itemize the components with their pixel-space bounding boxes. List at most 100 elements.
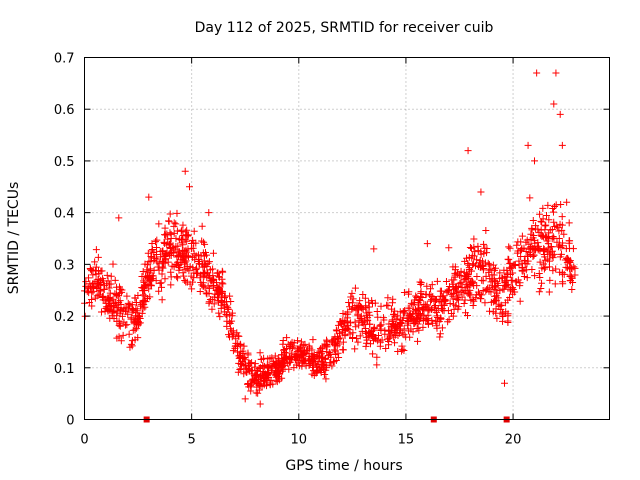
data-point <box>464 259 472 267</box>
data-point <box>89 282 97 290</box>
data-point <box>543 233 551 241</box>
data-point <box>428 281 436 289</box>
data-point <box>153 236 161 244</box>
data-point <box>470 260 478 268</box>
data-point <box>536 273 544 281</box>
data-point <box>354 312 362 320</box>
data-point <box>549 254 557 262</box>
data-point <box>373 308 381 316</box>
data-point <box>454 283 462 291</box>
data-point <box>491 283 499 291</box>
data-point <box>438 305 446 313</box>
data-point <box>407 325 415 333</box>
data-point <box>130 320 138 328</box>
data-point <box>400 309 408 317</box>
data-point <box>374 337 382 345</box>
data-point <box>251 363 259 371</box>
data-point <box>95 280 103 288</box>
data-point <box>505 243 513 251</box>
data-point <box>463 254 471 262</box>
data-point <box>190 227 198 235</box>
data-point <box>147 277 155 285</box>
data-point <box>254 375 262 383</box>
data-point <box>141 260 149 268</box>
data-point <box>406 310 414 318</box>
data-point <box>365 298 373 306</box>
data-point <box>490 297 498 305</box>
data-point <box>103 271 111 279</box>
data-point <box>500 266 508 274</box>
data-point <box>467 296 475 304</box>
data-point <box>400 288 408 296</box>
data-point <box>531 272 539 280</box>
data-point <box>277 367 285 375</box>
data-point <box>384 302 392 310</box>
data-point <box>184 232 192 240</box>
data-point <box>541 256 549 264</box>
data-point <box>290 364 298 372</box>
data-point <box>344 308 352 316</box>
data-point <box>139 267 147 275</box>
data-point <box>464 147 472 155</box>
data-point <box>373 361 381 369</box>
data-point <box>329 358 337 366</box>
data-point <box>285 365 293 373</box>
data-point <box>274 355 282 363</box>
data-point <box>486 307 494 315</box>
data-point <box>269 380 277 388</box>
data-point <box>437 292 445 300</box>
data-point <box>506 244 514 252</box>
data-point <box>286 343 294 351</box>
data-point <box>235 359 243 367</box>
data-point <box>168 262 176 270</box>
data-point <box>492 292 500 300</box>
data-point <box>321 355 329 363</box>
data-point <box>517 253 525 261</box>
data-point <box>205 209 213 217</box>
data-point <box>535 288 543 296</box>
data-point <box>218 288 226 296</box>
data-point <box>326 359 334 367</box>
data-point <box>228 333 236 341</box>
data-point <box>247 387 255 395</box>
data-point <box>190 250 198 258</box>
data-point <box>241 395 249 403</box>
data-point <box>391 339 399 347</box>
data-point <box>501 279 509 287</box>
data-point <box>399 307 407 315</box>
data-point <box>341 325 349 333</box>
data-point <box>161 275 169 283</box>
data-point <box>197 271 205 279</box>
data-point <box>530 232 538 240</box>
data-point <box>361 294 369 302</box>
data-point <box>183 237 191 245</box>
y-tick-label: 0 <box>66 414 74 429</box>
data-point <box>234 332 242 340</box>
data-point <box>560 270 568 278</box>
data-point <box>125 330 133 338</box>
data-point <box>123 292 131 300</box>
data-point <box>470 235 478 243</box>
data-point <box>379 314 387 322</box>
data-point <box>275 360 283 368</box>
data-point <box>566 277 574 285</box>
data-point <box>558 141 566 149</box>
data-point <box>472 291 480 299</box>
data-point <box>456 279 464 287</box>
data-point <box>477 248 485 256</box>
data-point <box>520 273 528 281</box>
data-point <box>514 276 522 284</box>
data-point <box>282 349 290 357</box>
y-tick-label: 0.1 <box>54 362 75 377</box>
data-point <box>423 240 431 248</box>
data-point <box>446 300 454 308</box>
data-point <box>536 258 544 266</box>
data-point <box>444 307 452 315</box>
data-point <box>129 306 137 314</box>
data-point <box>449 292 457 300</box>
data-point <box>270 362 278 370</box>
data-point <box>256 400 264 408</box>
data-point <box>453 270 461 278</box>
data-point <box>115 214 123 222</box>
